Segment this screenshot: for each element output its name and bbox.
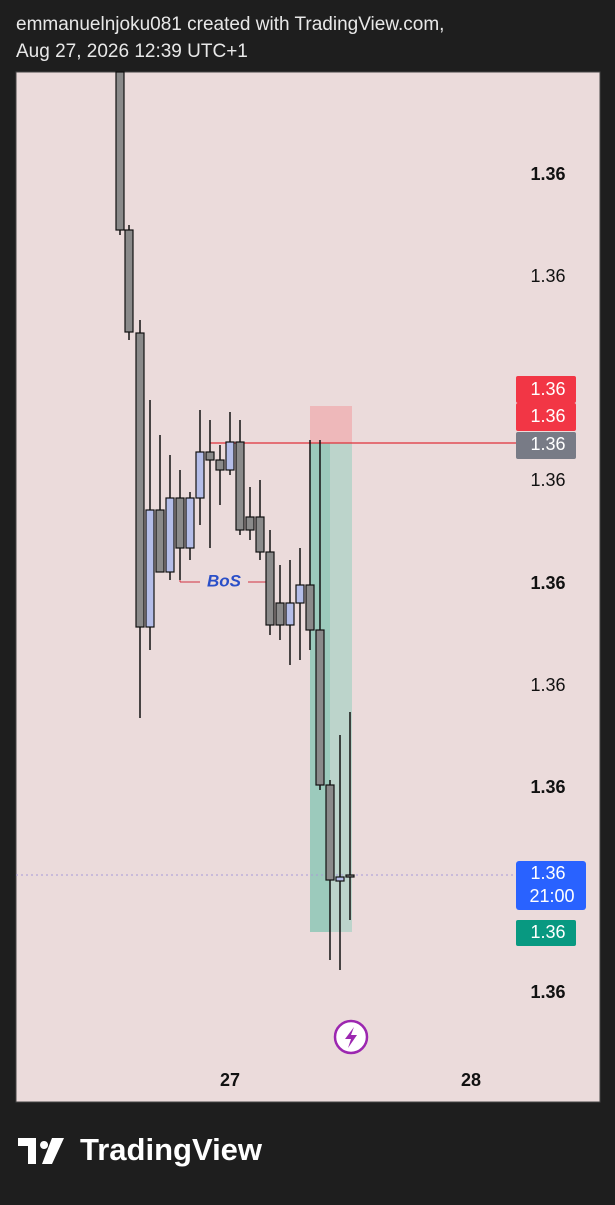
badge-text: 1.36: [530, 434, 565, 454]
badge: [516, 861, 586, 910]
time-label: 28: [461, 1070, 481, 1090]
price-label: 1.36: [530, 164, 565, 184]
badge-text: 1.36: [530, 379, 565, 399]
header-line: emmanuelnjoku081 created with TradingVie…: [16, 14, 444, 35]
badge-text: 1.36: [530, 922, 565, 942]
candle-body: [325, 784, 335, 881]
candle-body: [225, 441, 235, 471]
candle-body: [165, 497, 175, 573]
candle-body: [265, 551, 275, 626]
price-label: 1.36: [530, 982, 565, 1002]
price-label: 1.36: [530, 777, 565, 797]
candle-body: [155, 509, 165, 573]
candle-body: [335, 876, 345, 882]
candle-body: [175, 497, 185, 549]
badge: [516, 920, 576, 946]
badge: [516, 432, 576, 459]
brand: TradingView: [80, 1132, 263, 1167]
candle-body: [185, 497, 195, 549]
candle-body: [145, 509, 155, 628]
candle-body: [124, 229, 134, 333]
candle-body: [255, 516, 265, 553]
candle-body: [115, 71, 125, 231]
price-label: 1.36: [530, 470, 565, 490]
price-label: 1.36: [530, 573, 565, 593]
candle-body: [195, 451, 205, 499]
badge-text: 1.36: [530, 863, 565, 883]
stop-zone: [310, 406, 352, 443]
candle-body: [345, 874, 355, 878]
price-label: 1.36: [530, 675, 565, 695]
countdown: 21:00: [529, 886, 574, 906]
logo: [18, 1138, 64, 1164]
candle-body: [215, 459, 225, 471]
candle-body: [235, 441, 245, 531]
candle-body: [305, 584, 315, 631]
candles: [115, 71, 355, 970]
header-line: Aug 27, 2026 12:39 UTC+1: [16, 41, 248, 62]
lightning-icon: [345, 1027, 357, 1048]
candle-body: [135, 332, 145, 628]
candle-body: [245, 516, 255, 531]
candle-body: [285, 602, 295, 626]
candle-body: [275, 602, 285, 626]
candle-body: [295, 584, 305, 604]
candle-body: [315, 629, 325, 786]
candle-body: [205, 451, 215, 461]
badge: [516, 403, 576, 431]
price-label: 1.36: [530, 266, 565, 286]
badge-text: 1.36: [530, 406, 565, 426]
badge: [516, 376, 576, 403]
bos-label: BoS: [207, 571, 242, 590]
time-label: 27: [220, 1070, 240, 1090]
